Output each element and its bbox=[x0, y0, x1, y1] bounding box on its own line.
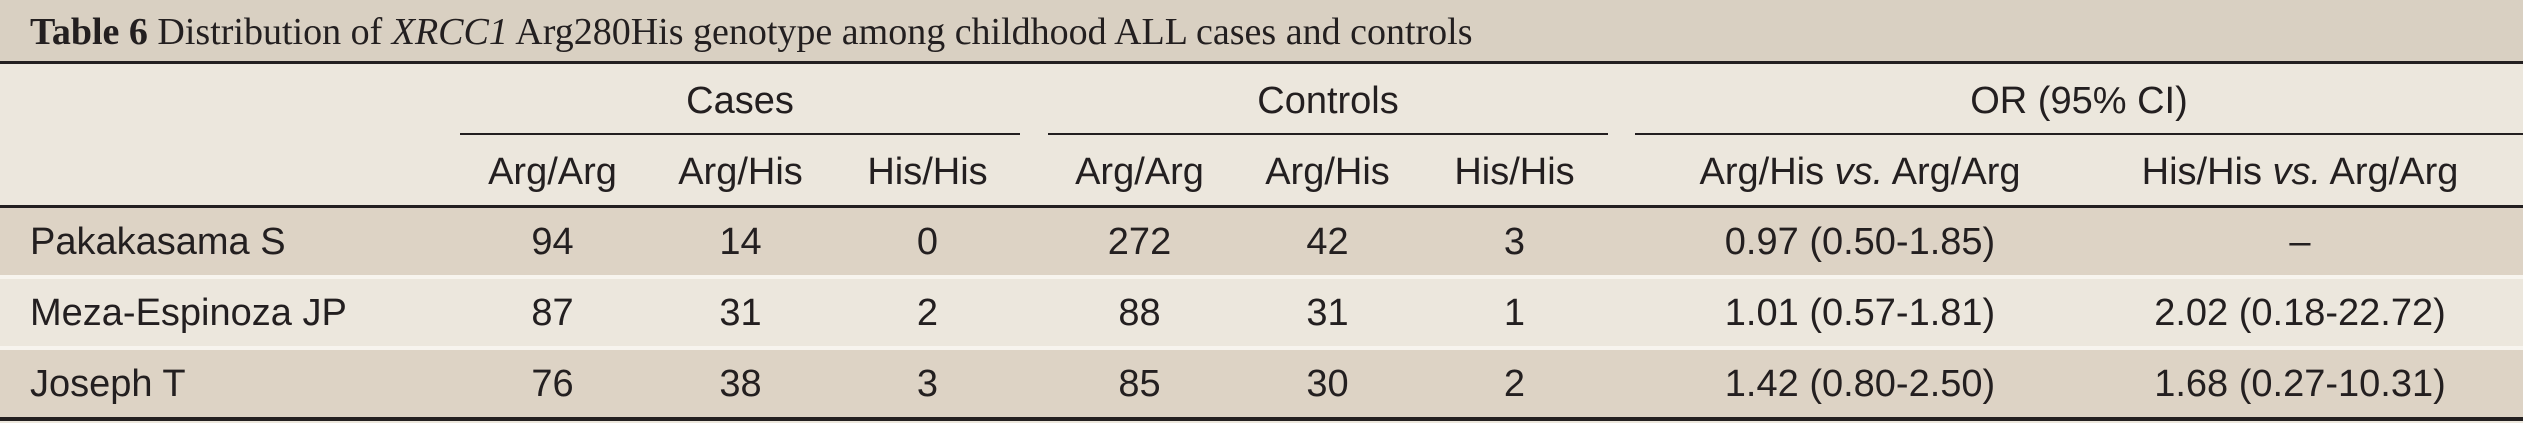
table-header bbox=[0, 64, 2523, 206]
or1-vs: vs. bbox=[1834, 151, 1884, 193]
table-number: Table 6 bbox=[30, 11, 148, 53]
cell-or-arghis: 1.42 (0.80-2.50) bbox=[1724, 363, 1996, 405]
cell-controls-hishis: 1 bbox=[1503, 292, 1526, 334]
table-title-bar: Table 6 Distribution of XRCC1 Arg280His … bbox=[0, 0, 2523, 64]
row-separator bbox=[0, 275, 2523, 279]
cell-controls-arghis: 30 bbox=[1306, 363, 1349, 405]
title-text-pre: Distribution of bbox=[157, 11, 383, 53]
group-rule-or bbox=[1635, 133, 2523, 135]
or1-b: Arg/Arg bbox=[1891, 151, 2021, 193]
title-gene: XRCC1 bbox=[391, 11, 508, 53]
table-bottom-rule bbox=[0, 417, 2523, 421]
or2-vs: vs. bbox=[2272, 151, 2322, 193]
cell-cases-hishis: 0 bbox=[916, 221, 939, 263]
cell-controls-hishis: 3 bbox=[1503, 221, 1526, 263]
cell-cases-arghis: 14 bbox=[719, 221, 762, 263]
table-row bbox=[0, 208, 2523, 275]
or2-a: His/His bbox=[2141, 151, 2262, 193]
row-separator bbox=[0, 346, 2523, 350]
cell-cases-argarg: 76 bbox=[531, 363, 574, 405]
cell-cases-arghis: 31 bbox=[719, 292, 762, 334]
cell-controls-arghis: 42 bbox=[1306, 221, 1349, 263]
group-header-controls: Controls bbox=[1257, 80, 1399, 122]
cell-or-hishis: – bbox=[2289, 221, 2311, 263]
cell-or-hishis: 1.68 (0.27-10.31) bbox=[2154, 363, 2446, 405]
subheader-or-arghis-vs-argarg: Arg/His vs. Arg/Arg bbox=[1645, 148, 2075, 196]
cell-controls-hishis: 2 bbox=[1503, 363, 1526, 405]
header-bottom-rule bbox=[0, 205, 2523, 208]
cell-cases-hishis: 3 bbox=[916, 363, 939, 405]
or1-a: Arg/His bbox=[1699, 151, 1825, 193]
title-text-post: Arg280His genotype among childhood ALL c… bbox=[515, 11, 1473, 53]
cell-study: Pakakasama S bbox=[30, 221, 286, 263]
cell-or-hishis: 2.02 (0.18-22.72) bbox=[2154, 292, 2446, 334]
subheader-or-hishis-vs-argarg: His/His vs. Arg/Arg bbox=[2080, 148, 2520, 196]
subheader-controls-argarg: Arg/Arg bbox=[1075, 151, 1204, 193]
group-header-or: OR (95% CI) bbox=[1970, 80, 2188, 122]
group-rule-controls bbox=[1048, 133, 1608, 135]
subheader-cases-hishis: His/His bbox=[867, 151, 988, 193]
table-row bbox=[0, 279, 2523, 346]
cell-cases-argarg: 87 bbox=[531, 292, 574, 334]
cell-or-arghis: 1.01 (0.57-1.81) bbox=[1724, 292, 1996, 334]
cell-study: Meza-Espinoza JP bbox=[30, 292, 347, 334]
subheader-controls-hishis: His/His bbox=[1454, 151, 1575, 193]
cell-or-arghis: 0.97 (0.50-1.85) bbox=[1724, 221, 1996, 263]
subheader-controls-arghis: Arg/His bbox=[1265, 151, 1390, 193]
table-title: Table 6 Distribution of XRCC1 Arg280His … bbox=[30, 8, 1473, 56]
subheader-cases-arghis: Arg/His bbox=[678, 151, 803, 193]
or2-b: Arg/Arg bbox=[2329, 151, 2459, 193]
cell-controls-argarg: 85 bbox=[1118, 363, 1161, 405]
group-rule-cases bbox=[460, 133, 1020, 135]
cell-controls-argarg: 88 bbox=[1118, 292, 1161, 334]
cell-study: Joseph T bbox=[30, 363, 186, 405]
cell-cases-arghis: 38 bbox=[719, 363, 762, 405]
table-row bbox=[0, 350, 2523, 417]
cell-controls-argarg: 272 bbox=[1107, 221, 1172, 263]
cell-cases-argarg: 94 bbox=[531, 221, 574, 263]
cell-cases-hishis: 2 bbox=[916, 292, 939, 334]
subheader-cases-argarg: Arg/Arg bbox=[488, 151, 617, 193]
group-header-cases: Cases bbox=[686, 80, 794, 122]
cell-controls-arghis: 31 bbox=[1306, 292, 1349, 334]
